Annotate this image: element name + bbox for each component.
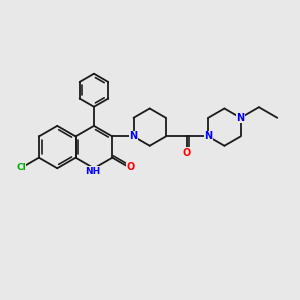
Text: O: O: [183, 148, 191, 158]
Text: NH: NH: [85, 167, 100, 176]
Text: N: N: [236, 113, 244, 123]
Text: Cl: Cl: [16, 163, 26, 172]
Text: N: N: [204, 131, 212, 142]
Text: N: N: [130, 131, 138, 142]
Text: O: O: [127, 162, 135, 172]
